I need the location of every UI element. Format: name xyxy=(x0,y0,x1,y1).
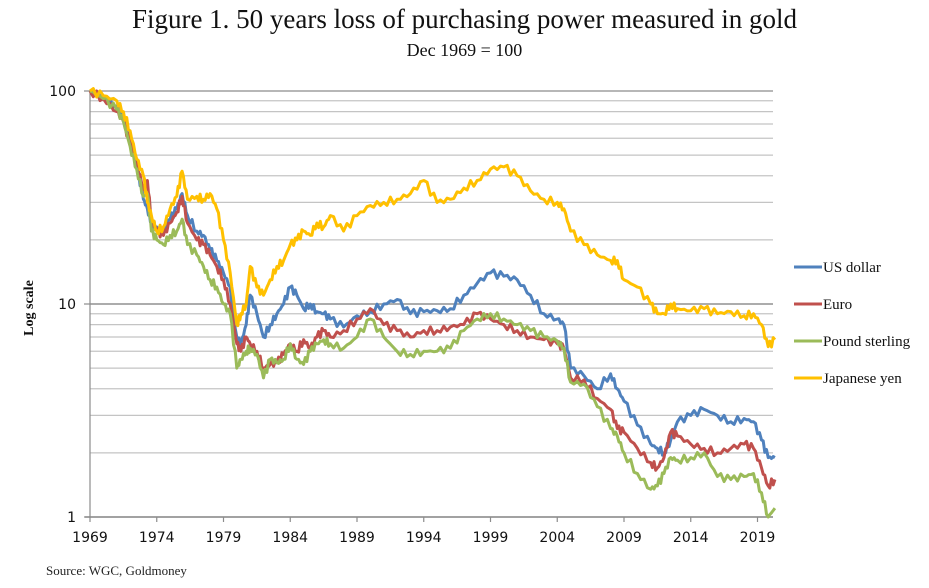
x-tick-label: 2014 xyxy=(673,530,709,546)
legend-label-japanese-yen: Japanese yen xyxy=(823,371,902,387)
y-tick-label: 1 xyxy=(67,510,76,526)
legend-label-pound-sterling: Pound sterling xyxy=(823,334,911,350)
x-tick-label: 1989 xyxy=(339,530,375,546)
series-line-us-dollar xyxy=(89,89,776,460)
gridlines xyxy=(90,90,773,518)
x-tick-label: 1984 xyxy=(272,530,308,546)
y-tick-label: 100 xyxy=(49,84,76,100)
series-lines xyxy=(88,87,777,519)
x-tick-label: 1979 xyxy=(206,530,242,546)
legend: US dollar Euro Pound sterling Japanese yen xyxy=(794,260,911,387)
x-tick-label: 2019 xyxy=(740,530,776,546)
chart-subtitle: Dec 1969 = 100 xyxy=(406,40,523,60)
axes: 1 10 100 1969 1974 1979 1984 1989 1994 1999 2004 20… xyxy=(49,84,775,546)
series-line-japanese-yen xyxy=(89,87,777,349)
source-note: Source: WGC, Goldmoney xyxy=(46,563,187,578)
y-tick-label: 10 xyxy=(58,297,76,313)
legend-label-us-dollar: US dollar xyxy=(823,260,881,276)
x-tick-label: 2004 xyxy=(539,530,575,546)
legend-label-euro: Euro xyxy=(823,297,852,313)
x-tick-label: 1994 xyxy=(406,530,442,546)
x-tick-label: 2009 xyxy=(606,530,642,546)
x-tick-label: 1974 xyxy=(139,530,175,546)
chart-title: Figure 1. 50 years loss of purchasing po… xyxy=(131,4,798,34)
series-line-euro xyxy=(88,89,777,490)
series-line-pound-sterling xyxy=(89,89,777,519)
x-tick-label: 1969 xyxy=(72,530,108,546)
x-tick-label: 1999 xyxy=(473,530,509,546)
